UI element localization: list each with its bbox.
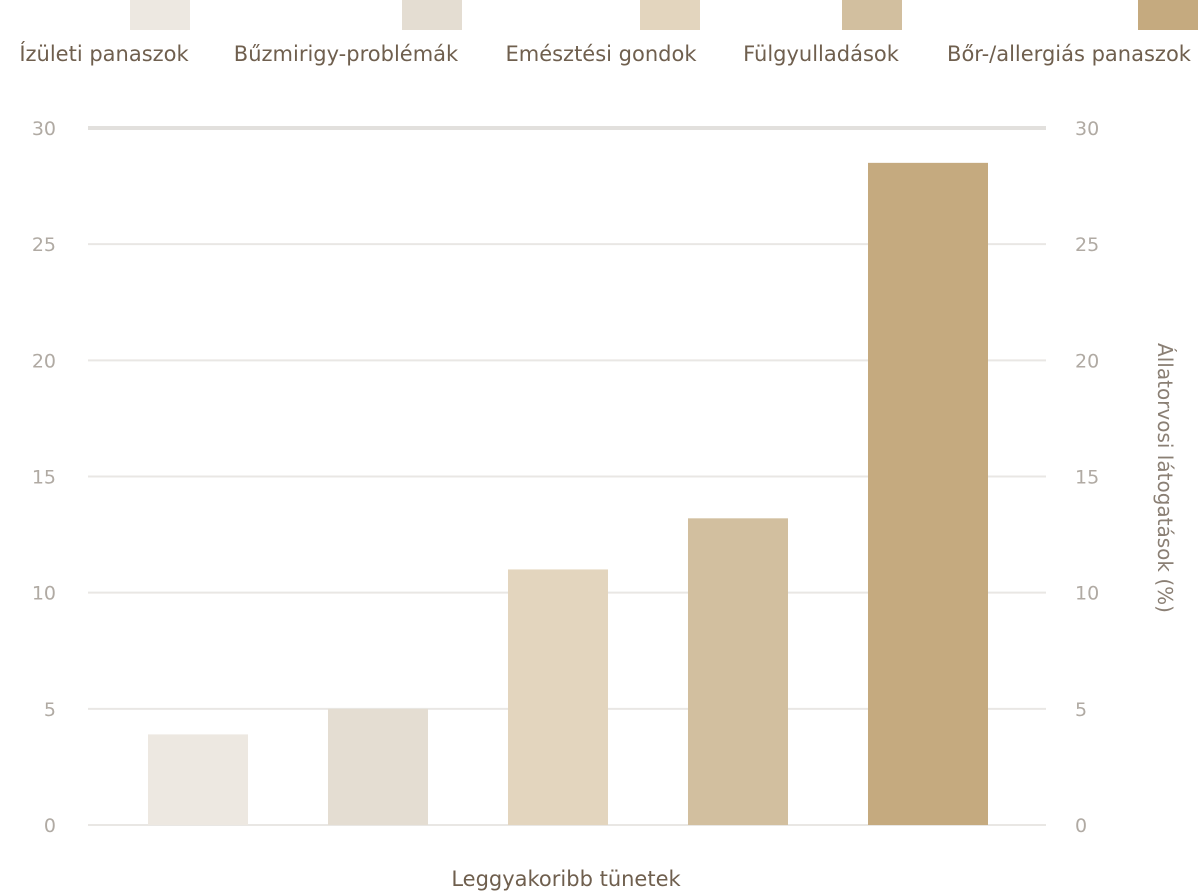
bars	[148, 162, 988, 826]
bar	[508, 569, 608, 825]
y-tick-label-left: 25	[32, 234, 56, 256]
y-tick-label-left: 10	[32, 583, 56, 605]
bar	[688, 518, 788, 825]
bar	[868, 162, 988, 826]
y-tick-label-right: 10	[1075, 583, 1099, 605]
legend-label: Emésztési gondok	[505, 42, 697, 66]
legend-swatch	[402, 0, 462, 30]
legend-swatch	[842, 0, 902, 30]
bar	[148, 734, 248, 825]
y-tick-label-left: 5	[44, 699, 56, 721]
y-tick-label-left: 20	[32, 350, 56, 372]
legend-label: Fülgyulladások	[743, 42, 900, 66]
y-tick-label-right: 15	[1075, 467, 1099, 489]
legend-label: Bőr-/allergiás panaszok	[947, 42, 1192, 66]
legend-swatch	[1138, 0, 1198, 30]
y-tick-label-right: 20	[1075, 350, 1099, 372]
y-tick-label-left: 15	[32, 467, 56, 489]
legend-label: Ízületi panaszok	[19, 41, 189, 66]
legend-swatch	[130, 0, 190, 30]
y-tick-label-right: 5	[1075, 699, 1087, 721]
legend-label: Bűzmirigy-problémák	[234, 42, 459, 66]
bar	[328, 708, 428, 825]
legend: Ízületi panaszok Bűzmirigy-problémák Emész…	[19, 0, 1198, 66]
y-tick-label-right: 30	[1075, 118, 1099, 140]
y-tick-label-left: 0	[44, 815, 56, 837]
gridlines	[88, 126, 1046, 826]
legend-swatch	[640, 0, 700, 30]
y-tick-label-right: 0	[1075, 815, 1087, 837]
y-axis-right: 0 5 10 15 20 25 30	[1075, 118, 1099, 837]
y-tick-label-right: 25	[1075, 234, 1099, 256]
x-axis-title: Leggyakoribb tünetek	[451, 867, 681, 891]
y-axis-right-title: Állatorvosi látogatások (%)	[1153, 343, 1177, 613]
y-axis-left: 0 5 10 15 20 25 30	[32, 118, 56, 837]
y-tick-label-left: 30	[32, 118, 56, 140]
